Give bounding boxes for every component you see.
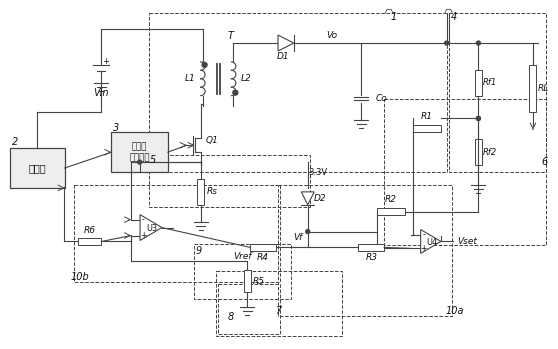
Polygon shape: [530, 65, 536, 112]
Text: Rf1: Rf1: [483, 78, 497, 87]
Polygon shape: [78, 238, 102, 245]
Text: 5: 5: [150, 155, 156, 165]
Text: 10b: 10b: [70, 272, 89, 282]
Circle shape: [477, 117, 480, 120]
Text: 3.3V: 3.3V: [308, 168, 327, 177]
Text: Rs: Rs: [207, 187, 218, 196]
Text: Rf2: Rf2: [483, 148, 497, 157]
Text: R5: R5: [253, 277, 265, 285]
Text: 10a: 10a: [445, 306, 464, 316]
Text: Co: Co: [376, 94, 387, 103]
Polygon shape: [112, 132, 168, 172]
Text: R6: R6: [84, 226, 95, 235]
Text: L1: L1: [184, 74, 195, 83]
Polygon shape: [475, 70, 482, 96]
Circle shape: [138, 160, 142, 164]
Text: Vo: Vo: [326, 31, 337, 40]
Circle shape: [477, 117, 480, 120]
Text: 4: 4: [450, 12, 457, 22]
Text: R2: R2: [385, 195, 397, 204]
Text: 控制器: 控制器: [28, 163, 46, 173]
Text: T: T: [228, 31, 233, 41]
Polygon shape: [197, 179, 204, 205]
Text: +: +: [421, 244, 427, 253]
Text: Vset: Vset: [458, 237, 478, 246]
Text: R4: R4: [257, 253, 269, 262]
Polygon shape: [278, 35, 294, 51]
Polygon shape: [358, 244, 384, 251]
Text: 9: 9: [195, 246, 202, 257]
Text: Q1: Q1: [206, 136, 219, 145]
Text: U3: U3: [147, 224, 157, 233]
Text: D2: D2: [314, 194, 326, 203]
Polygon shape: [475, 139, 482, 165]
Text: RL: RL: [537, 84, 549, 93]
Polygon shape: [301, 192, 314, 205]
Text: -: -: [142, 215, 145, 224]
Text: 7: 7: [275, 306, 281, 316]
Text: 2: 2: [12, 137, 18, 147]
Circle shape: [202, 62, 207, 67]
Text: Vf: Vf: [293, 233, 302, 242]
Polygon shape: [244, 270, 251, 292]
Text: D1: D1: [277, 52, 289, 61]
Text: 8: 8: [227, 312, 233, 322]
Text: R3: R3: [365, 253, 377, 262]
Text: Vin: Vin: [94, 88, 109, 98]
Text: 3: 3: [113, 123, 119, 133]
Text: R1: R1: [421, 112, 433, 121]
Text: 开关管
驱动电路: 开关管 驱动电路: [129, 142, 150, 162]
Text: U4: U4: [426, 238, 437, 247]
Polygon shape: [10, 148, 65, 188]
Polygon shape: [413, 125, 441, 132]
Text: 1: 1: [391, 12, 397, 22]
Polygon shape: [377, 208, 405, 215]
Circle shape: [445, 41, 449, 45]
Polygon shape: [250, 244, 276, 251]
Text: Vref: Vref: [233, 252, 252, 261]
Text: +: +: [140, 231, 146, 240]
Text: 6: 6: [542, 157, 548, 167]
Circle shape: [306, 230, 310, 233]
Text: L2: L2: [241, 74, 252, 83]
Circle shape: [477, 41, 480, 45]
Text: -: -: [422, 230, 425, 239]
Polygon shape: [140, 215, 162, 240]
Circle shape: [233, 90, 238, 95]
Polygon shape: [421, 230, 441, 253]
Text: +: +: [102, 57, 109, 66]
